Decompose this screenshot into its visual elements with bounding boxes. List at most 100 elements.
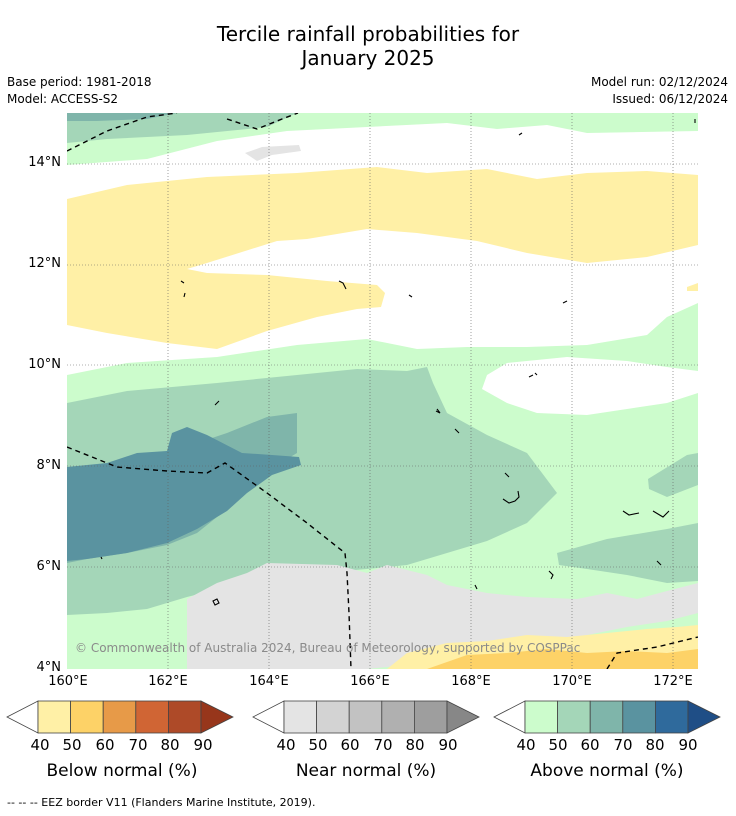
atoll-1 <box>518 132 523 136</box>
eez-border-north-east <box>226 113 299 130</box>
near-colorbar-swatch-1 <box>316 700 350 734</box>
near-colorbar-swatch-3 <box>381 700 415 734</box>
atoll-12 <box>622 510 670 518</box>
atoll-5 <box>408 294 413 298</box>
below-tick-80: 80 <box>160 736 180 754</box>
below-colorbar-swatch-1 <box>70 700 104 734</box>
above-normal-colorbar <box>493 700 721 734</box>
above-colorbar-swatch-4 <box>654 700 689 734</box>
below-colorbar-low-extend <box>6 700 39 734</box>
base-period: Base period: 1981-2018 <box>7 75 152 89</box>
map-title: Tercile rainfall probabilities for Janua… <box>0 22 736 70</box>
near-colorbar-low-extend <box>252 700 285 734</box>
below-normal-colorbar <box>6 700 234 734</box>
above-normal-50-region-southeast <box>557 523 698 583</box>
atoll-18 <box>474 584 478 590</box>
near-normal-legend-title: Near normal (%) <box>295 761 437 781</box>
below-colorbar-swatch-0 <box>37 700 71 734</box>
above-colorbar-swatch-0 <box>524 700 558 734</box>
eez-border-west <box>67 446 352 669</box>
islands <box>100 119 696 606</box>
eez-border-north <box>67 113 178 152</box>
below-tick-50: 50 <box>62 736 82 754</box>
atoll-3 <box>180 280 186 298</box>
lat-label-10: 10°N <box>28 357 61 372</box>
lon-label-164: 164°E <box>249 674 289 689</box>
below-normal-50-region-south <box>427 649 698 669</box>
atoll-8 <box>435 408 441 414</box>
near-normal-patch-north <box>245 145 301 161</box>
eez-borders <box>67 113 698 669</box>
atoll-16 <box>656 560 662 566</box>
near-tick-50: 50 <box>308 736 328 754</box>
near-colorbar-swatch-2 <box>348 700 383 734</box>
lon-label-172: 172°E <box>653 674 693 689</box>
above-tick-40: 40 <box>516 736 536 754</box>
above-normal-legend-title: Above normal (%) <box>530 761 684 781</box>
lat-label-8: 8°N <box>36 458 62 473</box>
above-colorbar-swatch-1 <box>557 700 591 734</box>
near-normal-colorbar <box>252 700 480 734</box>
issued-date: Issued: 06/12/2024 <box>612 92 728 106</box>
meta-right: Model run: 02/12/2024 Issued: 06/12/2024 <box>591 74 728 108</box>
below-tick-90: 90 <box>193 736 213 754</box>
probability-map <box>67 113 698 669</box>
lon-label-162: 162°E <box>148 674 188 689</box>
below-colorbar-swatch-3 <box>135 700 169 734</box>
title-line-1: Tercile rainfall probabilities for <box>216 22 520 46</box>
near-colorbar-swatch-0 <box>283 700 317 734</box>
above-normal-60-region-north <box>67 113 297 143</box>
above-tick-80: 80 <box>645 736 665 754</box>
lon-label-166: 166°E <box>350 674 390 689</box>
lon-label-170: 170°E <box>552 674 592 689</box>
near-tick-90: 90 <box>438 736 458 754</box>
atoll-4 <box>338 280 347 290</box>
near-tick-70: 70 <box>373 736 393 754</box>
copyright-text: © Commonwealth of Australia 2024, Bureau… <box>75 641 581 655</box>
atoll-14 <box>100 556 103 560</box>
near-tick-40: 40 <box>276 736 296 754</box>
below-normal-region <box>67 167 698 349</box>
atoll-17 <box>212 598 220 606</box>
atoll-11 <box>502 490 520 504</box>
atoll-15 <box>548 570 554 580</box>
title-line-2: January 2025 <box>301 46 435 70</box>
near-tick-80: 80 <box>405 736 425 754</box>
below-tick-70: 70 <box>128 736 148 754</box>
lon-label-160: 160°E <box>48 674 88 689</box>
near-colorbar-swatch-4 <box>413 700 448 734</box>
atoll-6 <box>562 300 568 304</box>
above-tick-70: 70 <box>613 736 633 754</box>
above-tick-90: 90 <box>678 736 698 754</box>
atoll-10 <box>504 472 510 478</box>
above-colorbar-swatch-2 <box>589 700 624 734</box>
below-tick-40: 40 <box>30 736 50 754</box>
near-normal-region-south <box>187 563 698 669</box>
lat-label-4: 4°N <box>36 660 62 675</box>
near-colorbar-high-extend <box>446 700 480 734</box>
lat-label-6: 6°N <box>36 559 62 574</box>
near-tick-60: 60 <box>340 736 360 754</box>
above-colorbar-high-extend <box>687 700 721 734</box>
below-tick-60: 60 <box>95 736 115 754</box>
gridlines <box>67 113 698 669</box>
above-normal-70-region-north <box>67 113 177 121</box>
model-name: Model: ACCESS-S2 <box>7 92 119 106</box>
lat-label-12: 12°N <box>28 256 61 271</box>
above-colorbar-swatch-3 <box>622 700 656 734</box>
above-colorbar-low-extend <box>493 700 526 734</box>
dry-white-gap-east <box>482 357 698 415</box>
below-normal-legend-title: Below normal (%) <box>46 761 198 781</box>
below-colorbar-swatch-2 <box>102 700 137 734</box>
below-normal-patch-east <box>687 283 698 291</box>
lon-label-168: 168°E <box>451 674 491 689</box>
meta-left: Base period: 1981-2018 Model: ACCESS-S2 <box>7 74 152 108</box>
above-tick-60: 60 <box>580 736 600 754</box>
below-colorbar-swatch-4 <box>167 700 202 734</box>
eez-footer-note: -- -- -- EEZ border V11 (Flanders Marine… <box>7 796 316 809</box>
lat-label-14: 14°N <box>28 155 61 170</box>
above-tick-50: 50 <box>548 736 568 754</box>
below-colorbar-high-extend <box>200 700 234 734</box>
atoll-13 <box>214 400 220 406</box>
eez-border-south-east <box>606 636 698 669</box>
